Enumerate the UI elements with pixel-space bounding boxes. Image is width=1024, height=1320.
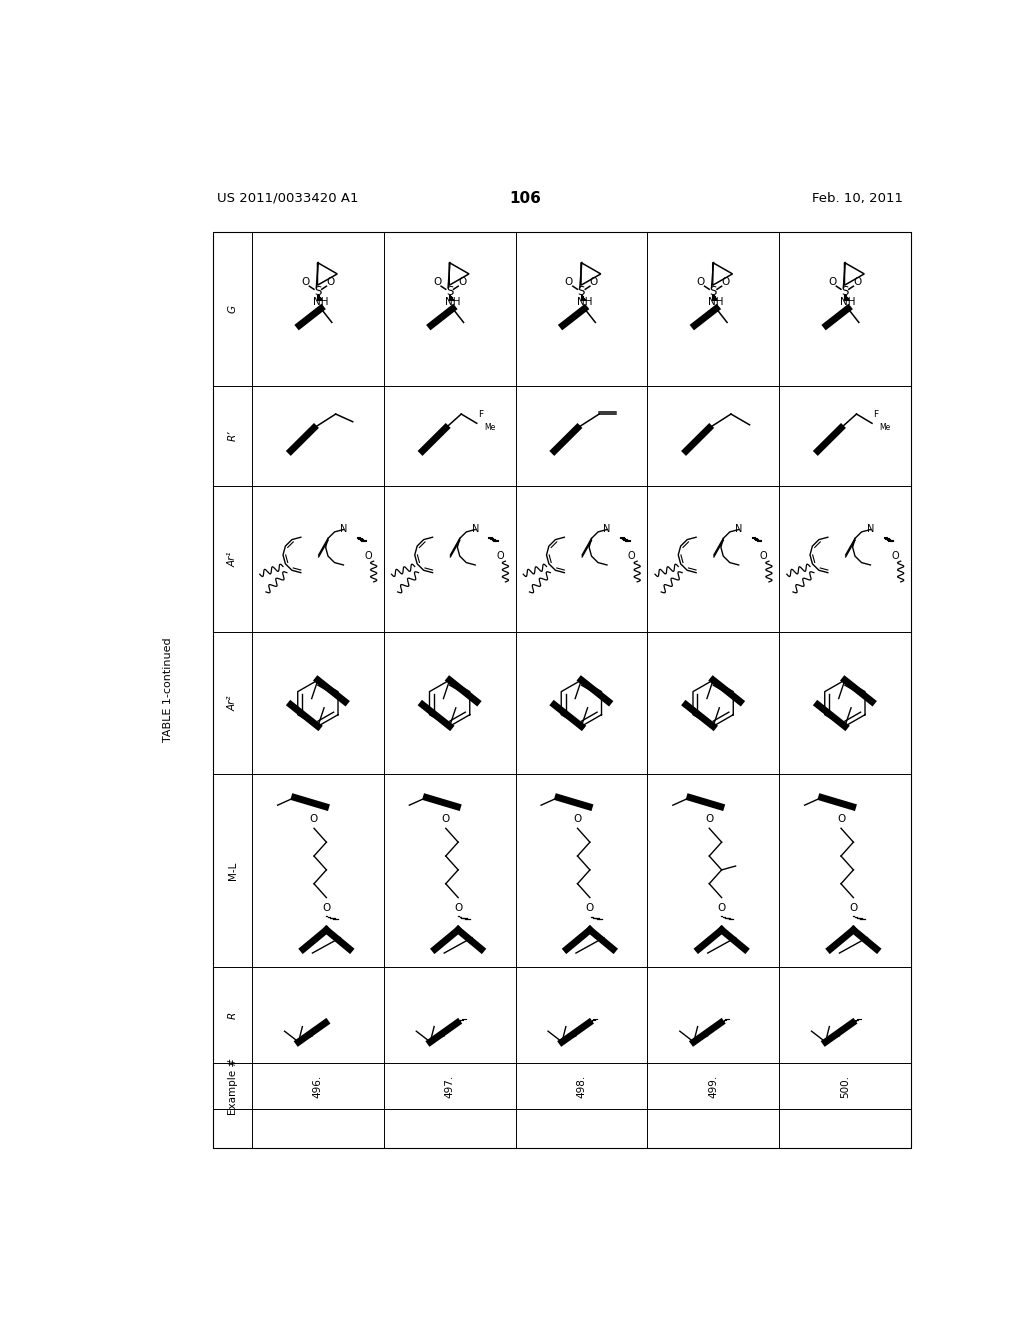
Text: N: N bbox=[866, 524, 874, 533]
Text: Example #: Example # bbox=[227, 1057, 238, 1115]
Text: TABLE 1-continued: TABLE 1-continued bbox=[163, 638, 173, 742]
Text: S: S bbox=[578, 285, 585, 298]
Text: 497.: 497. bbox=[444, 1074, 455, 1098]
Text: O: O bbox=[837, 814, 845, 824]
Text: O: O bbox=[458, 277, 466, 288]
Text: F: F bbox=[873, 409, 879, 418]
Text: O: O bbox=[310, 814, 318, 824]
Text: S: S bbox=[314, 285, 322, 298]
Text: O: O bbox=[718, 903, 726, 913]
Text: R: R bbox=[227, 1011, 238, 1019]
Text: O: O bbox=[760, 552, 767, 561]
Text: O: O bbox=[497, 552, 504, 561]
Text: O: O bbox=[849, 903, 857, 913]
Text: NH: NH bbox=[313, 297, 329, 308]
Text: O: O bbox=[327, 277, 335, 288]
Text: Me: Me bbox=[880, 424, 891, 433]
Text: O: O bbox=[706, 814, 714, 824]
Text: NH: NH bbox=[445, 297, 461, 308]
Text: O: O bbox=[828, 277, 837, 288]
Text: 498.: 498. bbox=[577, 1074, 587, 1098]
Text: O: O bbox=[696, 277, 705, 288]
Text: NH: NH bbox=[709, 297, 724, 308]
Bar bbox=[213, 231, 910, 1148]
Text: S: S bbox=[445, 285, 454, 298]
Text: Feb. 10, 2011: Feb. 10, 2011 bbox=[812, 191, 903, 205]
Text: O: O bbox=[365, 552, 372, 561]
Text: O: O bbox=[441, 814, 450, 824]
Text: N: N bbox=[735, 524, 742, 533]
Text: NH: NH bbox=[841, 297, 856, 308]
Text: US 2011/0033420 A1: US 2011/0033420 A1 bbox=[217, 191, 358, 205]
Text: O: O bbox=[586, 903, 594, 913]
Text: N: N bbox=[340, 524, 347, 533]
Text: 106: 106 bbox=[509, 191, 541, 206]
Text: O: O bbox=[628, 552, 636, 561]
Text: O: O bbox=[892, 552, 899, 561]
Text: O: O bbox=[454, 903, 462, 913]
Text: NH: NH bbox=[577, 297, 592, 308]
Text: G: G bbox=[227, 305, 238, 313]
Text: O: O bbox=[301, 277, 309, 288]
Text: O: O bbox=[590, 277, 598, 288]
Text: O: O bbox=[433, 277, 441, 288]
Text: N: N bbox=[471, 524, 479, 533]
Text: F: F bbox=[478, 409, 483, 418]
Text: S: S bbox=[710, 285, 717, 298]
Text: O: O bbox=[573, 814, 582, 824]
Text: Ar²: Ar² bbox=[227, 696, 238, 711]
Text: 500.: 500. bbox=[840, 1074, 850, 1098]
Text: M-L: M-L bbox=[227, 862, 238, 880]
Text: O: O bbox=[565, 277, 573, 288]
Text: S: S bbox=[841, 285, 849, 298]
Text: Me: Me bbox=[484, 424, 496, 433]
Text: 499.: 499. bbox=[709, 1074, 718, 1098]
Text: O: O bbox=[323, 903, 331, 913]
Text: N: N bbox=[603, 524, 610, 533]
Text: O: O bbox=[853, 277, 861, 288]
Text: O: O bbox=[721, 277, 730, 288]
Text: Ar¹: Ar¹ bbox=[227, 550, 238, 566]
Text: 496.: 496. bbox=[313, 1074, 323, 1098]
Text: R’: R’ bbox=[227, 430, 238, 441]
